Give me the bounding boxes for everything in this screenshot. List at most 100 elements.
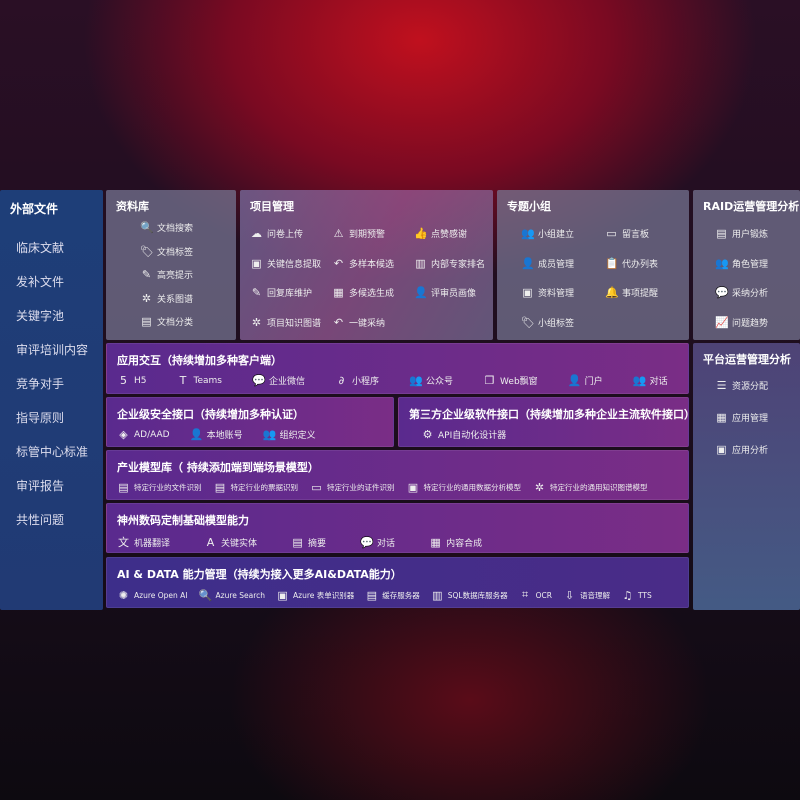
menu-item[interactable]: ∂ 小程序 <box>335 374 379 387</box>
menu-item[interactable]: ▣ 应用分析 <box>715 443 768 456</box>
menu-item[interactable]: 👥 对话 <box>633 374 668 387</box>
menu-item-label: 关系图谱 <box>157 294 194 305</box>
menu-item[interactable]: 💬 采纳分析 <box>715 286 768 299</box>
menu-item[interactable]: ⚙ API自动化设计器 <box>421 428 507 441</box>
menu-item[interactable]: ✲ 关系图谱 <box>140 292 193 305</box>
sidebar-item[interactable]: 标管中心标准 <box>16 445 89 459</box>
panel-title: 神州数码定制基础模型能力 <box>117 514 249 527</box>
menu-item[interactable]: 🏷 文档标签 <box>140 245 193 258</box>
menu-item[interactable]: ❐ Web飘窗 <box>483 374 538 387</box>
menu-item[interactable]: ↶ 一键采纳 <box>332 316 385 329</box>
menu-item[interactable]: 👥 角色管理 <box>715 257 768 270</box>
menu-item[interactable]: ▤ 用户锻炼 <box>715 227 768 240</box>
menu-item[interactable]: 👥 公众号 <box>409 374 453 387</box>
info-extract-icon: ▣ <box>251 256 262 270</box>
menu-item-label: API自动化设计器 <box>438 431 507 441</box>
menu-item-label: 关键信息提取 <box>267 259 322 270</box>
menu-item[interactable]: ▦ 应用管理 <box>715 411 768 424</box>
menu-item[interactable]: ◈ AD/AAD <box>117 428 170 441</box>
menu-item[interactable]: ⌗ OCR <box>519 588 552 602</box>
menu-item[interactable]: ▤ 缓存服务器 <box>365 588 420 602</box>
menu-item[interactable]: 👤 成员管理 <box>521 257 574 270</box>
menu-item[interactable]: ✎ 回复库维护 <box>250 286 312 299</box>
menu-item[interactable]: 🔔 事项提醒 <box>605 286 658 299</box>
menu-item[interactable]: ▤ 特定行业的文件识别 <box>117 481 201 494</box>
menu-item[interactable]: ⚠ 到期预警 <box>332 227 385 240</box>
qa-icon: 💬 <box>715 286 729 299</box>
menu-item[interactable]: 🔍 文档搜索 <box>140 221 193 234</box>
sidebar-item[interactable]: 临床文献 <box>16 241 65 255</box>
list-icon: ☰ <box>716 379 727 392</box>
menu-item[interactable]: 🔍 Azure Search <box>199 588 266 602</box>
menu-item[interactable]: ✺ Azure Open AI <box>117 588 188 602</box>
entity-icon: A <box>206 535 215 549</box>
menu-item[interactable]: ✎ 高亮提示 <box>140 268 193 281</box>
menu-item[interactable]: 👥 组织定义 <box>263 428 316 441</box>
menu-item-label: 特定行业的证件识别 <box>327 483 395 492</box>
id-card-icon: ▭ <box>311 481 322 494</box>
menu-item-label: 回复库维护 <box>267 289 313 299</box>
menu-item[interactable]: ⇩ 语音理解 <box>563 588 610 602</box>
menu-item[interactable]: 5 H5 <box>117 374 147 387</box>
sidebar-item[interactable]: 共性问题 <box>16 513 65 527</box>
menu-item-label: 事项提醒 <box>622 289 659 299</box>
menu-item[interactable]: ☁ 问卷上传 <box>250 227 303 240</box>
menu-item[interactable]: 👤 评审员画像 <box>414 286 476 299</box>
sidebar-item[interactable]: 竞争对手 <box>16 377 65 391</box>
project-panel: 项目管理 ☁ 问卷上传 ⚠ 到期预警 👍 点赞感谢 ▣ 关键信息提取 ↶ 多样本候选 ▥ 内部专家排名 ✎… <box>240 190 493 340</box>
menu-item[interactable]: ▣ Azure 表单识别器 <box>276 588 354 602</box>
cloud-upload-icon: ☁ <box>251 227 262 240</box>
chart-icon: ▣ <box>407 481 419 494</box>
sidebar-item[interactable]: 审评报告 <box>16 479 65 493</box>
menu-item-label: AD/AAD <box>134 429 170 440</box>
menu-item[interactable]: ▭ 特定行业的证件识别 <box>310 481 395 494</box>
sidebar-item[interactable]: 发补文件 <box>16 275 65 289</box>
menu-item[interactable]: 👍 点赞感谢 <box>414 227 467 240</box>
menu-item[interactable]: A 关键实体 <box>204 534 257 550</box>
menu-item[interactable]: ▤ 文档分类 <box>140 315 193 328</box>
menu-item[interactable]: ▭ 留言板 <box>605 227 649 240</box>
menu-item[interactable]: ✲ 特定行业的通用知识图谱模型 <box>533 481 648 494</box>
menu-item[interactable]: 📈 问题趋势 <box>715 316 768 329</box>
industry-model-panel: 产业模型库（ 持续添加端到端场景模型） ▤ 特定行业的文件识别 ▤ 特定行业的票据识别 ▭… <box>106 450 689 500</box>
panel-title: 平台运营管理分析 <box>703 353 791 366</box>
ai-data-panel: AI & DATA 能力管理（持续为接入更多AI&DATA能力） ✺ Azure O… <box>106 557 689 608</box>
menu-item[interactable]: ▦ 多候选生成 <box>332 286 394 299</box>
sidebar-item[interactable]: 审评培训内容 <box>16 343 89 357</box>
menu-item[interactable]: ▥ 内部专家排名 <box>414 257 485 270</box>
menu-item-label: 小组标签 <box>538 318 575 329</box>
menu-item[interactable]: ▣ 资料管理 <box>521 286 574 299</box>
menu-item[interactable]: 📋 代办列表 <box>605 257 658 270</box>
menu-item[interactable]: T Teams <box>177 374 222 387</box>
menu-item[interactable]: ▦ 内容合成 <box>429 534 482 550</box>
menu-item[interactable]: ✲ 项目知识图谱 <box>250 316 321 329</box>
member-icon: 👤 <box>521 256 535 270</box>
menu-item-label: 对话 <box>377 538 396 549</box>
panel-title: RAID运营管理分析 <box>703 200 800 213</box>
menu-item[interactable]: 👤 门户 <box>568 374 603 387</box>
menu-item-label: 缓存服务器 <box>382 590 420 600</box>
folder-icon: ▣ <box>522 286 533 299</box>
menu-item[interactable]: 👤 本地账号 <box>190 428 243 441</box>
menu-item[interactable]: ▤ 摘要 <box>291 534 326 550</box>
menu-item[interactable]: ▣ 关键信息提取 <box>250 257 321 270</box>
sidebar-item[interactable]: 关键字池 <box>16 309 65 323</box>
menu-item-label: 企业微信 <box>268 377 305 387</box>
menu-item[interactable]: 💬 企业微信 <box>252 374 305 387</box>
menu-item[interactable]: ▥ SQL数据库服务器 <box>431 588 508 602</box>
menu-item[interactable]: ♫ TTS <box>621 588 652 602</box>
menu-item-label: 文档标签 <box>157 247 194 258</box>
menu-item[interactable]: ▣ 特定行业的通用数据分析模型 <box>407 481 521 494</box>
menu-item[interactable]: 💬 对话 <box>360 534 395 550</box>
menu-item[interactable]: ☰ 资源分配 <box>715 379 768 392</box>
menu-item[interactable]: 🏷 小组标签 <box>521 316 574 329</box>
pen-icon: ✎ <box>141 268 152 281</box>
menu-item[interactable]: 👥 小组建立 <box>521 227 574 240</box>
form-icon: ▣ <box>277 588 288 602</box>
menu-item-label: 公众号 <box>426 377 454 387</box>
menu-item[interactable]: ↶ 多样本候选 <box>332 257 394 270</box>
menu-item[interactable]: ▤ 特定行业的票据识别 <box>214 481 298 494</box>
sidebar-item[interactable]: 指导原则 <box>16 411 65 425</box>
sidebar-title: 外部文件 <box>10 202 59 216</box>
menu-item[interactable]: 文机器翻译 <box>117 534 170 550</box>
